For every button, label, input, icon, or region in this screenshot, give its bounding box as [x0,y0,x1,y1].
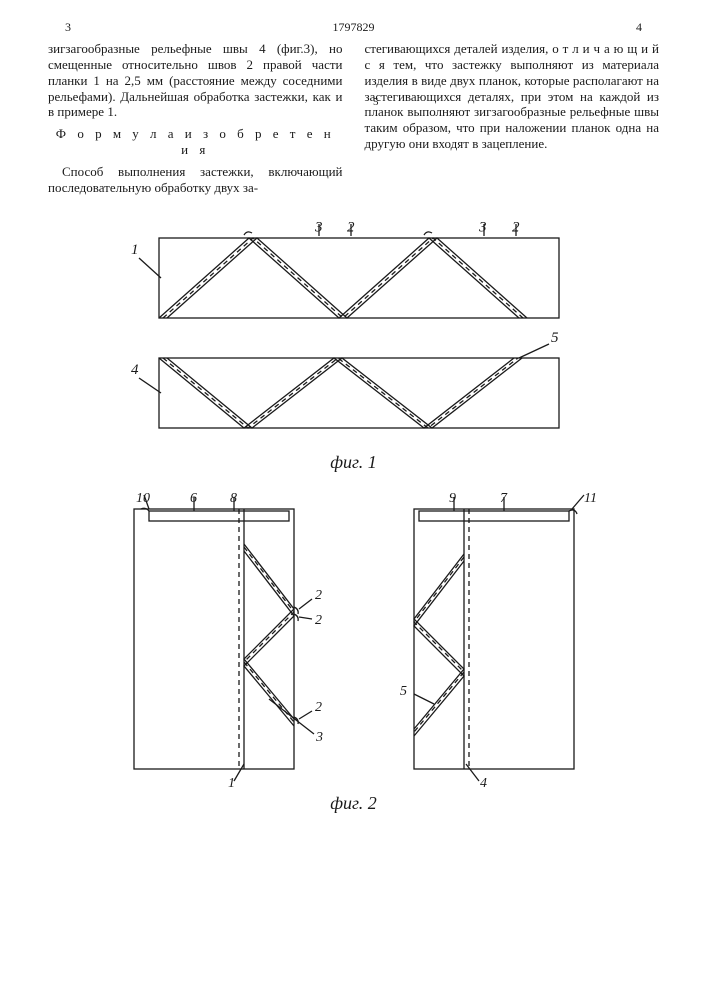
figure-1: 1 3 2 3 2 4 5 фиг. 1 [48,218,659,473]
fig1a-label-2a: 2 [347,219,355,235]
formula-title: Ф о р м у л а и з о б р е т е н и я [48,126,343,158]
f2a-l3: 3 [315,730,323,745]
page-num-right: 4 [619,20,659,35]
fig1b-label-4: 4 [131,362,139,378]
fig1-svg: 1 3 2 3 2 4 5 [119,218,589,448]
fig2-caption: фиг. 2 [48,793,659,814]
line-marker: 5 [373,96,379,108]
f2a-l2c: 2 [315,700,322,715]
f2b-l11: 11 [584,491,597,506]
f2a-l2b: 2 [315,613,322,628]
para-left-1: зигзагообразные рельефные швы 4 (фиг.3),… [48,41,343,120]
f2b-l5: 5 [400,684,407,699]
fig2-svg: 10 6 8 2 2 2 3 1 [94,489,614,789]
fig1a-label-2b: 2 [512,219,520,235]
para-left-2: Способ выполнения застежки, включающий п… [48,164,343,196]
f2b-l7: 7 [500,491,508,506]
page-header: 3 1797829 4 [48,20,659,35]
patent-number: 1797829 [88,20,619,35]
fig1-caption: фиг. 1 [48,452,659,473]
fig1a-label-1: 1 [131,242,139,258]
f2b-l9: 9 [449,491,456,506]
f2a-l2a: 2 [315,588,322,603]
fig1a-label-3a: 3 [314,219,323,235]
f2a-l10: 10 [136,491,150,506]
left-column: зигзагообразные рельефные швы 4 (фиг.3),… [48,41,343,202]
f2a-l8: 8 [230,491,237,506]
fig1a-label-3b: 3 [478,219,487,235]
text-columns: зигзагообразные рельефные швы 4 (фиг.3),… [48,41,659,202]
page-num-left: 3 [48,20,88,35]
f2a-l1: 1 [228,776,235,789]
fig1b-label-5: 5 [551,330,559,346]
f2b-l4: 4 [480,776,487,789]
figure-2: 10 6 8 2 2 2 3 1 [48,489,659,814]
right-column: стегивающихся деталей изделия, о т л и ч… [365,41,660,202]
para-right-1: стегивающихся деталей изделия, о т л и ч… [365,41,660,152]
f2a-l6: 6 [190,491,197,506]
